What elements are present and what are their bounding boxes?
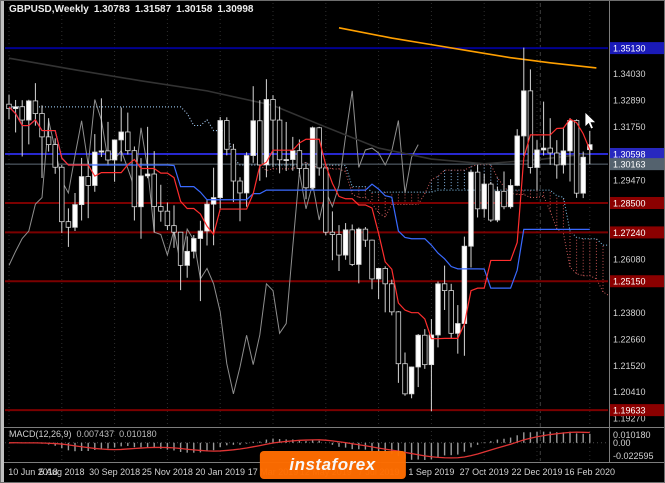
- axis-label: -0.022595: [613, 451, 654, 461]
- price-level-badge: [610, 147, 664, 160]
- axis-label: 1.25150: [613, 277, 646, 287]
- axis-label: 1.30598: [613, 149, 646, 159]
- axis-label: 22 Dec 2019: [511, 467, 562, 477]
- price-axis-background: [609, 1, 664, 482]
- axis-label: 1.28500: [613, 198, 646, 208]
- axis-label: 1.19270: [613, 414, 646, 424]
- price-level-badge: [610, 275, 664, 288]
- macd-signal-value: 0.010180: [119, 429, 157, 439]
- price-level-badge: [610, 42, 664, 55]
- ohlc-close: 1.30998: [217, 4, 254, 15]
- axis-label: 1 Sep 2019: [408, 467, 454, 477]
- macd-name: MACD(12,26,9): [9, 429, 72, 439]
- axis-label: 1.29470: [613, 175, 646, 185]
- axis-label: 25 Nov 2018: [142, 467, 193, 477]
- watermark-text: instaforex: [289, 455, 376, 474]
- ma-orange: [338, 27, 597, 69]
- price-level-badge: [610, 158, 664, 171]
- mouse-cursor-icon: [584, 111, 597, 130]
- ma-black: [8, 57, 590, 165]
- price-level-badge: [610, 404, 664, 417]
- axis-label: 1.27240: [613, 228, 646, 238]
- symbol-timeframe-label: GBPUSD,Weekly: [9, 4, 89, 15]
- macd-indicator-label: MACD(12,26,9) 0.007437 0.010180: [9, 429, 157, 439]
- chart-title: GBPUSD,Weekly 1.30783 1.31587 1.30158 1.3099…: [9, 4, 258, 15]
- axis-label: 1.19633: [613, 406, 646, 416]
- candles: [6, 47, 593, 412]
- axis-label: 10 Jun 2018: [8, 467, 58, 477]
- window-left-edge: [1, 1, 4, 482]
- axis-label: 1.35130: [613, 44, 646, 54]
- chikou-span: [8, 90, 419, 394]
- price-level-badge: [610, 196, 664, 209]
- axis-label: 27 Oct 2019: [460, 467, 509, 477]
- macd-signal-line: [8, 431, 590, 459]
- axis-label: 16 Feb 2020: [565, 467, 616, 477]
- axis-label: 1.32890: [613, 95, 646, 105]
- axis-label: 1.26080: [613, 255, 646, 265]
- axis-label: 5 Aug 2018: [39, 467, 85, 477]
- axis-label: 1.31750: [613, 122, 646, 132]
- ohlc-open: 1.30783: [93, 4, 130, 15]
- ohlc-high: 1.31587: [135, 4, 172, 15]
- kijun-sen: [8, 106, 590, 289]
- instaforex-watermark: instaforex: [259, 451, 406, 479]
- axis-label: 0.010180: [613, 430, 651, 440]
- axis-label: 1.34030: [613, 69, 646, 79]
- price-level-badge: [610, 226, 664, 239]
- axis-label: 0.00: [613, 438, 631, 448]
- plot-area: [5, 3, 608, 461]
- axis-label: 1.23800: [613, 308, 646, 318]
- axis-label: 1.22660: [613, 334, 646, 344]
- macd-panel: [5, 431, 608, 460]
- axis-label: 30 Sep 2018: [89, 467, 140, 477]
- price-axis: 1.34030 1.32890 1.31750 1.29470 1.26080 1.238…: [610, 42, 664, 461]
- ohlc-low: 1.30158: [176, 4, 213, 15]
- axis-label: 1.20410: [613, 387, 646, 397]
- axis-label: 20 Jan 2019: [195, 467, 245, 477]
- axis-label: 1.21520: [613, 361, 646, 371]
- axis-label: 1.30163: [613, 160, 646, 170]
- tenkan-sen: [8, 106, 591, 340]
- macd-value: 0.007437: [76, 429, 115, 439]
